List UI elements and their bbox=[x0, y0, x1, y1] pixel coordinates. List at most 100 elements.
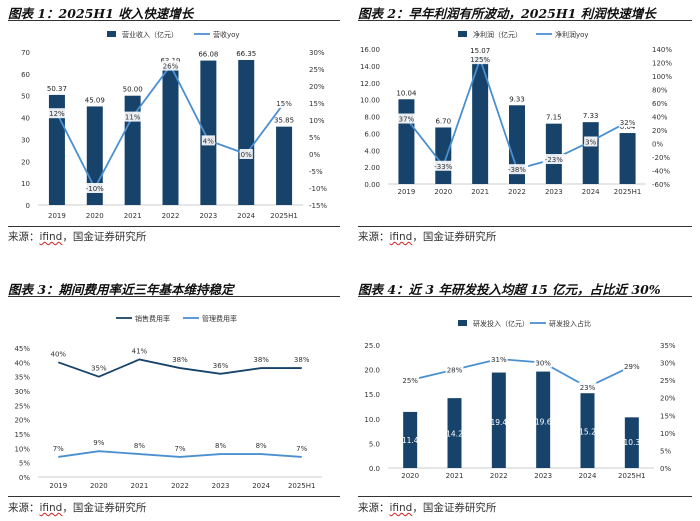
line-label-bg bbox=[123, 111, 142, 122]
line-value-label: 38% bbox=[294, 356, 310, 364]
y2-tick-label: 140% bbox=[652, 46, 672, 54]
series-line bbox=[57, 358, 302, 378]
legend-label: 销售费用率 bbox=[135, 314, 170, 323]
y2-tick-label: 60% bbox=[652, 100, 668, 108]
x-tick-label: 2022 bbox=[171, 482, 189, 490]
y2-tick-label: -15% bbox=[309, 202, 327, 210]
line-value-label: 11% bbox=[125, 114, 141, 122]
figure-1-source-rule bbox=[8, 226, 340, 227]
line-label-bg bbox=[445, 364, 464, 375]
y-tick-label: 10% bbox=[14, 445, 30, 453]
x-tick-label: 2022 bbox=[490, 472, 508, 480]
line-value-label: 125% bbox=[470, 56, 490, 64]
line-value-label: -33% bbox=[434, 163, 452, 171]
line-value-label: 35% bbox=[91, 365, 107, 373]
bar-value-label: 6.70 bbox=[435, 117, 451, 125]
series-line bbox=[409, 358, 633, 389]
y2-tick-label: 30% bbox=[660, 360, 676, 368]
line-label-bg bbox=[489, 354, 508, 365]
bar-value-label: 45.09 bbox=[85, 96, 105, 104]
y-tick-label: 40 bbox=[21, 115, 30, 123]
figure-2-title: 图表 2：早年利润有所波动，2025H1 利润快速增长 bbox=[358, 6, 656, 21]
bar bbox=[276, 126, 293, 205]
x-tick-label: 2023 bbox=[534, 472, 552, 480]
line-value-label: 29% bbox=[624, 363, 640, 371]
y-tick-label: 8.00 bbox=[364, 114, 380, 122]
y2-tick-label: -5% bbox=[309, 168, 323, 176]
figure-4-source-rule bbox=[358, 496, 692, 497]
line-value-label: 3% bbox=[585, 138, 596, 146]
bar-value-label: 11.4 bbox=[402, 436, 419, 445]
line-value-label: -10% bbox=[86, 185, 104, 193]
x-tick-label: 2025H1 bbox=[288, 482, 316, 490]
figure-2-source-rule bbox=[358, 226, 692, 227]
bar bbox=[624, 417, 639, 468]
y2-tick-label: 0% bbox=[652, 141, 663, 149]
figure-1-title: 图表 1：2025H1 收入快速增长 bbox=[8, 6, 194, 21]
x-tick-label: 2020 bbox=[86, 212, 104, 220]
line-value-label: 9% bbox=[93, 439, 104, 447]
figure-4-source: 来源：ifind，国金证券研究所 bbox=[358, 502, 497, 514]
x-tick-label: 2024 bbox=[582, 188, 600, 196]
bar-value-label: 15.2 bbox=[579, 427, 596, 436]
y-tick-label: 30 bbox=[21, 136, 30, 144]
y-tick-label: 0.00 bbox=[364, 181, 380, 189]
y-tick-label: 45% bbox=[14, 345, 30, 353]
y2-tick-label: 120% bbox=[652, 60, 672, 68]
line-value-label: 36% bbox=[213, 362, 229, 370]
figure-2-title-rule bbox=[358, 20, 692, 21]
line-label-bg bbox=[161, 60, 180, 71]
series-line bbox=[58, 450, 302, 458]
line-value-label: 28% bbox=[447, 367, 463, 375]
y2-tick-label: 30% bbox=[309, 49, 325, 57]
figure-3-source: 来源：ifind，国金证券研究所 bbox=[8, 502, 147, 514]
bar-value-label: 66.08 bbox=[198, 51, 218, 59]
y2-tick-label: 20% bbox=[309, 83, 325, 91]
y-tick-label: 2.00 bbox=[364, 164, 380, 172]
y2-tick-label: 25% bbox=[660, 377, 676, 385]
y2-tick-label: -20% bbox=[652, 154, 670, 162]
figure-3-title-rule bbox=[8, 296, 340, 297]
line-label-bg bbox=[48, 108, 66, 119]
line-value-label: 7% bbox=[174, 445, 185, 453]
y-tick-label: 10.00 bbox=[360, 97, 380, 105]
line-value-label: 30% bbox=[535, 360, 551, 368]
bar bbox=[403, 411, 418, 468]
y-tick-label: 25.0 bbox=[364, 342, 380, 350]
y-tick-label: 10.0 bbox=[364, 416, 380, 424]
line-value-label: 7% bbox=[296, 445, 307, 453]
bar bbox=[545, 123, 562, 184]
bar-value-label: 19.4 bbox=[490, 418, 507, 427]
x-tick-label: 2024 bbox=[252, 482, 270, 490]
line-label-bg bbox=[83, 183, 106, 193]
y-tick-label: 40% bbox=[14, 359, 30, 367]
y-tick-label: 50 bbox=[21, 93, 30, 101]
bar-value-label: 35.85 bbox=[274, 117, 294, 125]
y-tick-label: 0.0 bbox=[369, 465, 380, 473]
bar bbox=[447, 398, 462, 468]
y-tick-label: 25% bbox=[14, 402, 30, 410]
x-tick-label: 2021 bbox=[131, 482, 149, 490]
y2-tick-label: 15% bbox=[660, 412, 676, 420]
bar-value-label: 7.33 bbox=[583, 112, 599, 120]
x-tick-label: 2024 bbox=[579, 472, 597, 480]
legend-label: 营业收入（亿元） bbox=[122, 30, 178, 39]
line-value-label: 32% bbox=[620, 119, 636, 127]
line-value-label: 0% bbox=[241, 151, 252, 159]
line-value-label: -23% bbox=[545, 156, 563, 164]
line-label-bg bbox=[584, 136, 598, 147]
y2-tick-label: 5% bbox=[309, 134, 320, 142]
y2-tick-label: 20% bbox=[652, 127, 668, 135]
y2-tick-label: -10% bbox=[309, 185, 327, 193]
y-tick-label: 14.00 bbox=[360, 63, 380, 71]
y2-tick-label: 15% bbox=[309, 100, 325, 108]
y-tick-label: 20.0 bbox=[364, 367, 380, 375]
x-tick-label: 2022 bbox=[508, 188, 526, 196]
bar-value-label: 7.15 bbox=[546, 114, 562, 122]
line-label-bg bbox=[578, 382, 597, 393]
x-tick-label: 2021 bbox=[446, 472, 464, 480]
figure-3-title: 图表 3：期间费用率近三年基本维持稳定 bbox=[8, 282, 234, 297]
bar bbox=[491, 372, 506, 468]
line-label-bg bbox=[275, 98, 293, 108]
